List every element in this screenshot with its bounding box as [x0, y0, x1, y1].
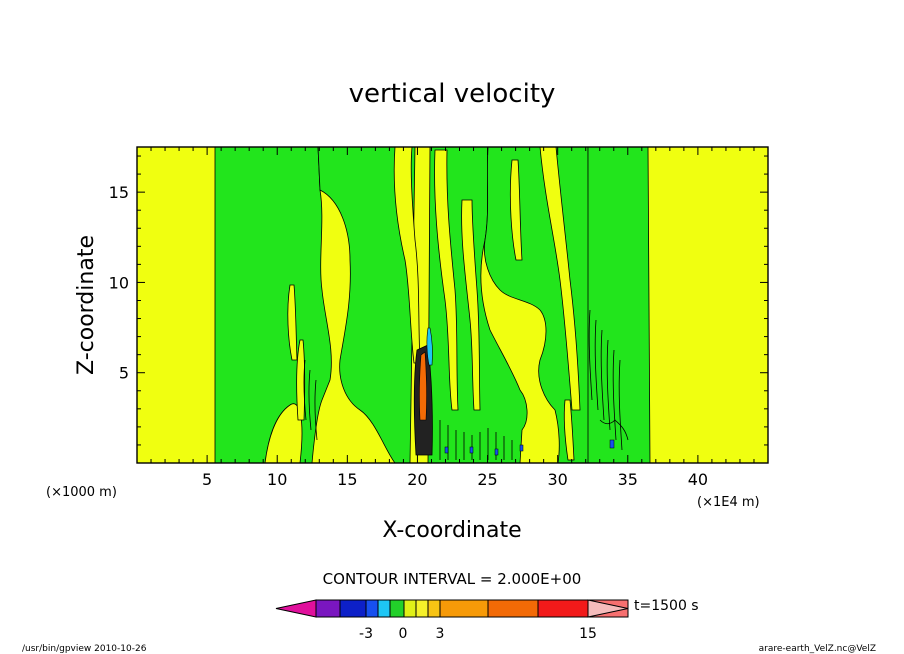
x-tick-label: 5 [202, 470, 212, 489]
colorbar-bin [415, 599, 429, 618]
chart-title: vertical velocity [349, 79, 556, 109]
y-axis-label: Z-coordinate [74, 235, 99, 375]
updraft-core-strong [419, 351, 427, 421]
green-region-right [587, 147, 651, 463]
green-region-left [214, 147, 332, 463]
colorbar-tick-labels: -3 0 3 15 [359, 626, 597, 642]
colorbar-low-arrow [275, 599, 317, 618]
x-tick-label: 25 [477, 470, 497, 489]
colorbar-tick-label: 0 [399, 626, 408, 642]
footer-right: arare-earth_VelZ.nc@VelZ [759, 644, 876, 654]
colorbar-bin [389, 599, 405, 618]
yellow-streak-5 [296, 339, 306, 421]
colorbar-bin [315, 599, 341, 618]
plot-area [137, 147, 768, 463]
contour-interval-label: CONTOUR INTERVAL = 2.000E+00 [323, 570, 582, 588]
yellow-streak-2 [434, 149, 459, 411]
colorbar-bin [537, 599, 589, 618]
x-tick-label: 30 [547, 470, 567, 489]
colorbar-bin [439, 599, 489, 618]
footer-left: /usr/bin/gpview 2010-10-26 [22, 644, 147, 654]
y-tick-label: 10 [109, 273, 129, 292]
time-label: t=1500 s [634, 598, 699, 614]
yellow-streak-7 [509, 159, 523, 261]
colorbar-tick-label: 15 [579, 626, 597, 642]
colorbar-bin [427, 599, 441, 618]
colorbar-bin [339, 599, 367, 618]
yellow-streak-8 [563, 399, 575, 461]
x-unit-right: (×1E4 m) [697, 495, 760, 510]
x-tick-label: 40 [688, 470, 708, 489]
colorbar-high-arrow [587, 599, 629, 618]
ripple-contours [303, 309, 629, 460]
x-axis-label: X-coordinate [382, 518, 521, 543]
yellow-streak-6 [287, 284, 298, 361]
colorbar-bin [403, 599, 417, 618]
yellow-streak-3 [461, 199, 481, 411]
x-unit-left: (×1000 m) [46, 485, 117, 500]
plot-frame [136, 146, 769, 464]
yellow-streak-4 [539, 147, 581, 411]
colorbar-bin [377, 599, 391, 618]
colorbar-bin [365, 599, 379, 618]
colorbar-bin [487, 599, 539, 618]
colorbar [275, 599, 629, 618]
y-axis-ticks: 5 10 15 [109, 155, 768, 446]
surface-flecks [444, 439, 615, 456]
x-tick-label: 15 [337, 470, 357, 489]
green-region-center [317, 147, 416, 463]
y-tick-label: 15 [109, 183, 129, 202]
x-tick-label: 10 [267, 470, 287, 489]
x-tick-label: 35 [618, 470, 638, 489]
x-axis-ticks: 5 10 15 20 25 30 35 40 [150, 147, 769, 489]
colorbar-tick-label: -3 [359, 626, 373, 642]
x-tick-label: 20 [407, 470, 427, 489]
updraft-core-light [426, 327, 433, 366]
colorbar-tick-label: 3 [436, 626, 445, 642]
y-tick-label: 5 [119, 364, 129, 383]
